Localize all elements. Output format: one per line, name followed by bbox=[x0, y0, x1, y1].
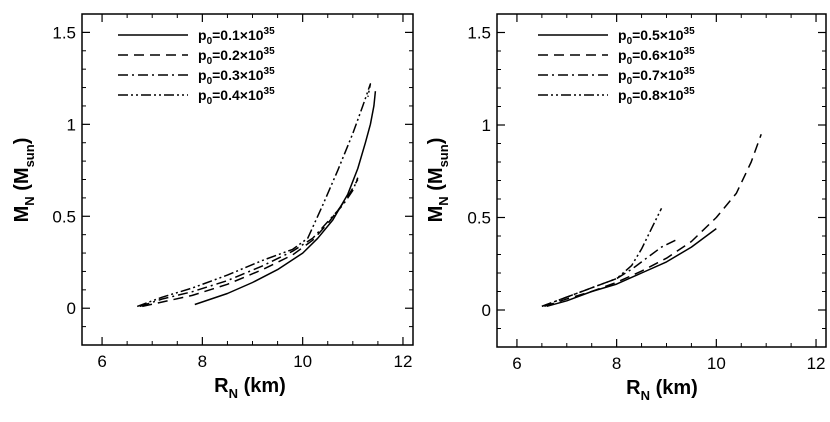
x-tick-label: 6 bbox=[97, 352, 106, 371]
x-axis-label: RN (km) bbox=[214, 375, 286, 401]
legend-label: p0=0.2×1035 bbox=[198, 46, 275, 67]
x-tick-label: 6 bbox=[512, 354, 521, 373]
y-tick-label: 0 bbox=[482, 301, 491, 320]
plot-frame bbox=[496, 13, 827, 348]
y-axis-label: MN (Msun) bbox=[11, 138, 37, 223]
y-tick-label: 1 bbox=[67, 115, 76, 134]
legend-label: p0=0.6×1035 bbox=[618, 46, 695, 67]
series-line-2 bbox=[544, 134, 762, 308]
legend-label: p0=0.3×1035 bbox=[198, 66, 275, 87]
x-axis-label: RN (km) bbox=[626, 377, 698, 403]
plot-frame bbox=[81, 13, 414, 346]
y-tick-label: 0.5 bbox=[467, 209, 491, 228]
series-line-4 bbox=[136, 83, 372, 308]
x-tick-label: 12 bbox=[394, 352, 413, 371]
series-line-3 bbox=[541, 239, 677, 308]
series-line-1 bbox=[194, 91, 377, 306]
legend-label: p0=0.4×1035 bbox=[198, 86, 275, 107]
series-line-4 bbox=[541, 207, 663, 308]
right-chart-panel: 6 8 10 12 0 0.5 1 1.5 RN (km) MN (Msun) p0=0.5×103… bbox=[425, 13, 827, 403]
y-tick-label: 0 bbox=[67, 299, 76, 318]
y-tick-label: 0.5 bbox=[52, 207, 76, 226]
y-tick-label: 1.5 bbox=[467, 24, 491, 43]
legend-label: p0=0.1×1035 bbox=[198, 26, 275, 47]
legend-label: p0=0.5×1035 bbox=[618, 26, 695, 47]
series-line-2 bbox=[142, 179, 359, 308]
series-line-1 bbox=[546, 227, 717, 308]
x-tick-label: 8 bbox=[198, 352, 207, 371]
x-tick-label: 10 bbox=[707, 354, 726, 373]
left-chart-panel: 6 8 10 12 0 0.5 1 1.5 RN (km) MN (Msun) p0=0.1×103… bbox=[11, 13, 414, 401]
x-tick-label: 12 bbox=[807, 354, 826, 373]
y-tick-label: 1.5 bbox=[52, 23, 76, 42]
legend-label: p0=0.8×1035 bbox=[618, 86, 695, 107]
legend-label: p0=0.7×1035 bbox=[618, 66, 695, 87]
x-tick-label: 8 bbox=[612, 354, 621, 373]
series-line-3 bbox=[139, 177, 359, 308]
y-tick-label: 1 bbox=[482, 116, 491, 135]
x-tick-label: 10 bbox=[293, 352, 312, 371]
y-axis-label: MN (Msun) bbox=[425, 138, 451, 223]
